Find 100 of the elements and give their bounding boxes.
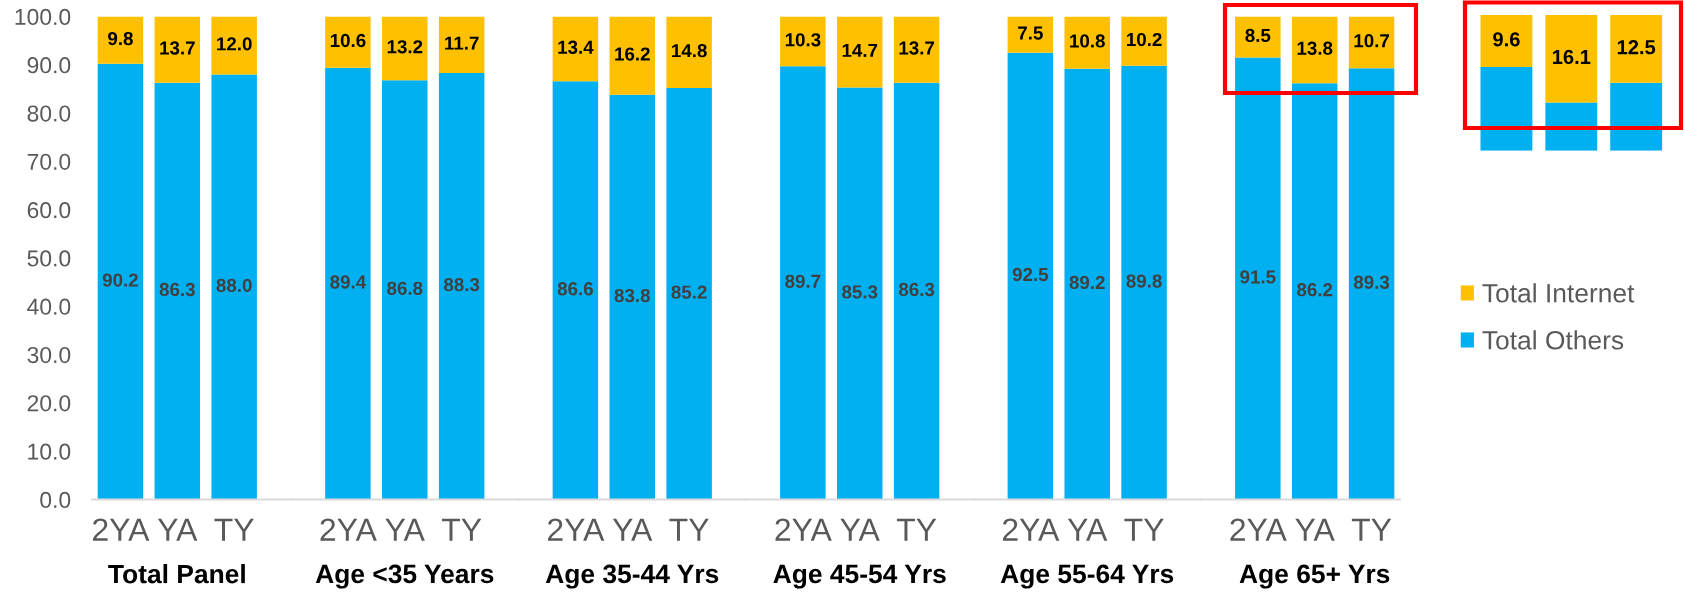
data-label: 16.1 [1552, 49, 1591, 65]
x-tick-label: TY [1351, 518, 1392, 541]
x-tick-label: TY [669, 518, 709, 541]
data-label: 13.2 [387, 40, 423, 54]
data-label: 89.7 [785, 274, 821, 288]
data-label: 14.7 [842, 43, 878, 57]
x-axis-title: Age 35-44 Yrs [545, 564, 719, 589]
data-label: 12.5 [1617, 40, 1656, 55]
x-axis-title: Age <35 Years [315, 564, 494, 589]
bar [1007, 52, 1054, 500]
bar [325, 67, 371, 500]
bar [780, 66, 826, 500]
bar [836, 87, 883, 500]
bar [609, 16, 656, 95]
data-label: 14.8 [672, 44, 707, 58]
bar [552, 81, 599, 500]
data-label: 10.8 [1070, 34, 1105, 48]
data-label: 8.5 [1245, 28, 1271, 43]
data-label: 13.7 [899, 41, 935, 55]
y-tick-label: 40.0 [27, 298, 71, 315]
x-tick-label: 2YA [93, 518, 150, 541]
bar [1610, 82, 1663, 151]
y-tick-label: 10.0 [28, 443, 71, 460]
y-tick-label: 80.0 [27, 105, 71, 122]
data-label: 88.0 [216, 278, 252, 293]
x-tick-label: 2YA [1230, 518, 1287, 541]
legend-label: Total Internet [1482, 283, 1635, 303]
y-tick-label: 100.0 [15, 8, 71, 26]
bar [552, 16, 599, 82]
y-tick-label: 70.0 [27, 153, 71, 170]
y-tick-label: 0.0 [40, 491, 71, 509]
bar [666, 16, 712, 88]
bar [1610, 15, 1663, 83]
data-label: 13.7 [160, 41, 195, 55]
data-label: 89.3 [1353, 275, 1390, 289]
bar [609, 94, 656, 500]
data-label: 86.3 [898, 282, 935, 297]
y-tick-label: 90.0 [27, 57, 71, 74]
y-tick-label: 60.0 [27, 202, 71, 219]
x-axis-title: Age 45-54 Yrs [773, 564, 946, 589]
data-label: 86.2 [1297, 283, 1333, 297]
x-tick-label: 2YA [1002, 518, 1060, 541]
legend-label: Total Others [1482, 330, 1624, 350]
x-tick-label: TY [1124, 518, 1164, 541]
x-tick-label: TY [214, 518, 254, 541]
bar [1064, 68, 1110, 500]
data-label: 91.5 [1240, 270, 1276, 284]
bar [780, 16, 826, 67]
data-label: 85.3 [842, 285, 878, 299]
bar [438, 73, 485, 500]
data-label: 16.2 [615, 47, 650, 61]
bar [1235, 16, 1281, 58]
bar [1121, 16, 1167, 66]
data-label: 9.8 [108, 31, 133, 46]
data-label: 92.5 [1012, 267, 1049, 282]
data-label: 10.6 [330, 33, 366, 48]
bar [893, 16, 940, 83]
data-label: 90.2 [102, 273, 138, 287]
data-label: 13.8 [1297, 41, 1333, 55]
data-label: 83.8 [614, 288, 650, 303]
bar [1064, 16, 1110, 69]
bar [1291, 16, 1338, 84]
data-label: 10.3 [785, 33, 821, 47]
data-label: 89.4 [330, 275, 367, 289]
x-tick-label: 2YA [775, 518, 832, 541]
data-label: 86.8 [387, 281, 423, 295]
x-tick-label: 2YA [547, 518, 605, 541]
x-tick-label: TY [441, 518, 482, 541]
bar [325, 16, 371, 68]
bar [1007, 16, 1054, 53]
data-label: 12.0 [217, 37, 252, 51]
x-tick-label: YA [1295, 518, 1335, 541]
y-tick-label: 30.0 [27, 346, 71, 364]
bar [1348, 68, 1395, 500]
data-label: 10.2 [1127, 32, 1162, 47]
bar [1545, 15, 1598, 103]
bar [97, 63, 144, 500]
bar [97, 16, 144, 64]
bar [382, 80, 428, 500]
x-axis-title: Total Panel [108, 564, 245, 584]
x-tick-label: YA [385, 518, 425, 541]
bar [1235, 57, 1281, 500]
data-label: 85.2 [671, 285, 707, 299]
y-tick-label: 20.0 [27, 395, 71, 412]
data-label: 86.3 [159, 282, 195, 297]
bar [1545, 102, 1598, 151]
bar [1121, 65, 1167, 500]
bar [893, 82, 940, 500]
bar [836, 16, 883, 88]
x-axis-title: Age 65+ Yrs [1239, 564, 1390, 589]
data-label: 7.5 [1018, 26, 1043, 40]
x-tick-label: YA [157, 518, 198, 541]
bar [211, 16, 257, 75]
bar [1348, 16, 1395, 69]
x-tick-label: TY [896, 518, 937, 541]
data-label: 89.2 [1069, 275, 1105, 290]
x-tick-label: YA [612, 518, 653, 541]
bar [382, 16, 428, 81]
data-label: 13.4 [558, 40, 594, 54]
bar [154, 16, 201, 83]
